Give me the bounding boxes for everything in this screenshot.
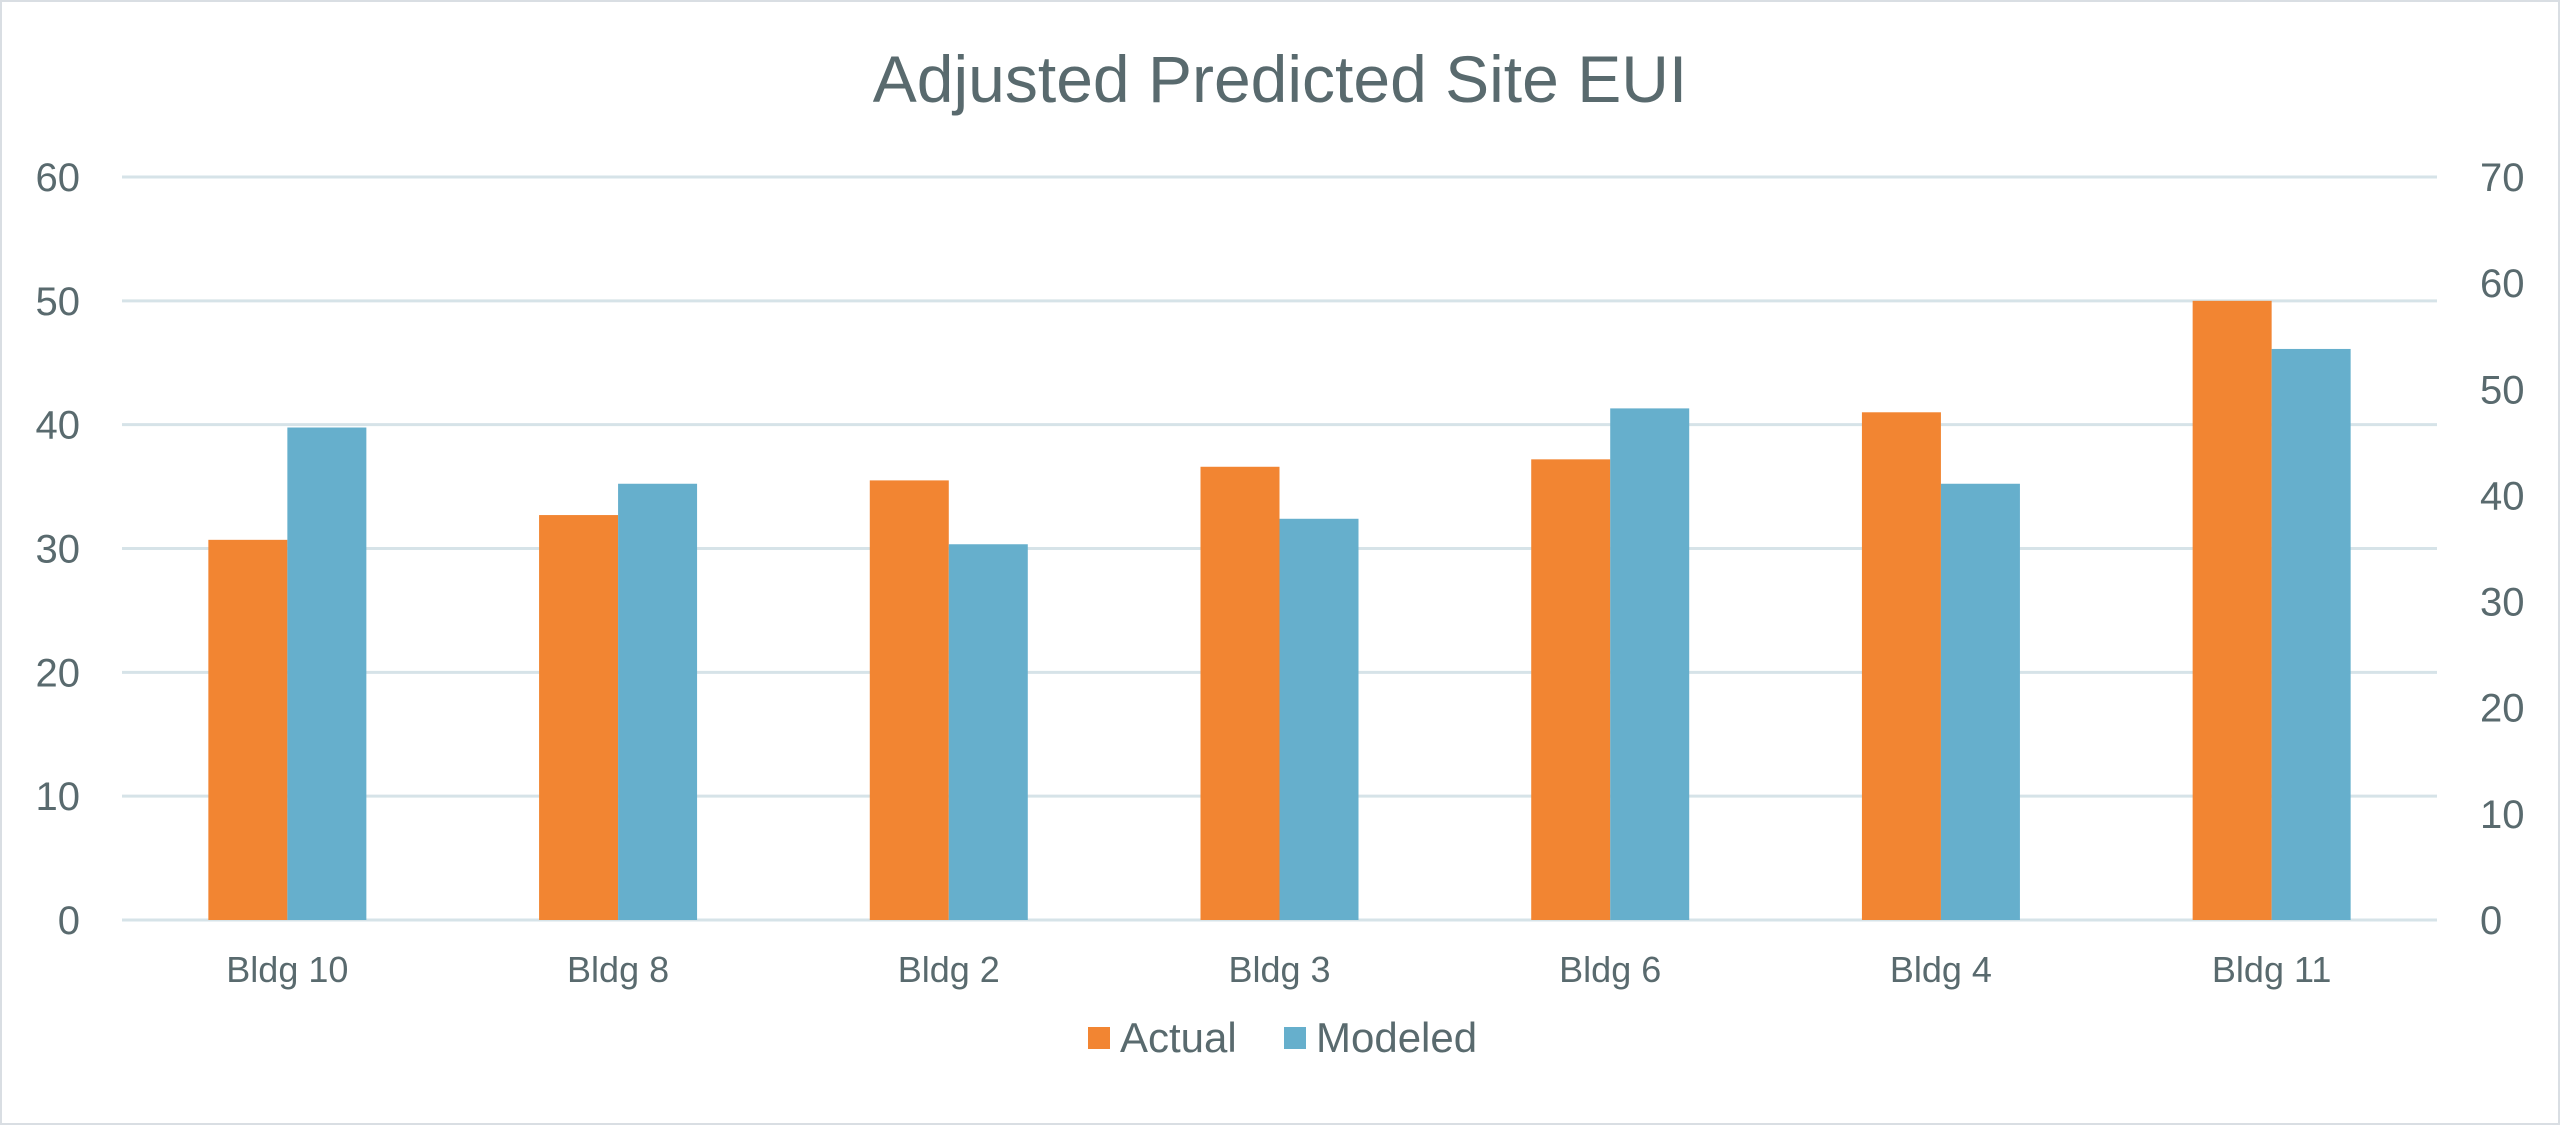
right-tick-label: 50: [2480, 368, 2525, 412]
right-tick-label: 10: [2480, 793, 2525, 837]
legend: Actual Modeled: [1088, 1014, 1477, 1061]
bar-modeled: [2271, 348, 2351, 920]
left-tick-label: 10: [36, 775, 81, 819]
category-label: Bldg 4: [1890, 949, 1992, 990]
legend-label-modeled: Modeled: [1316, 1014, 1477, 1061]
category-label: Bldg 8: [567, 949, 669, 990]
legend-swatch-actual: [1088, 1027, 1110, 1049]
category-label: Bldg 11: [2212, 949, 2331, 990]
right-tick-label: 40: [2480, 474, 2525, 518]
right-tick-label: 0: [2480, 899, 2502, 943]
left-tick-label: 30: [36, 528, 81, 572]
bar-actual: [208, 539, 288, 920]
bar-modeled: [1940, 483, 2020, 920]
left-tick-label: 60: [36, 156, 81, 200]
legend-label-actual: Actual: [1120, 1014, 1237, 1061]
category-label: Bldg 6: [1559, 949, 1661, 990]
bars: [208, 300, 2351, 920]
left-tick-label: 50: [36, 280, 81, 324]
category-axis: Bldg 10 Bldg 8 Bldg 2 Bldg 3 Bldg 6 Bldg 4 Bld…: [226, 949, 2331, 990]
bar-actual: [1861, 412, 1941, 920]
bar-actual: [869, 480, 949, 920]
right-tick-label: 70: [2480, 156, 2525, 200]
left-tick-label: 0: [58, 899, 80, 943]
category-label: Bldg 10: [226, 949, 348, 990]
right-tick-label: 20: [2480, 687, 2525, 731]
bar-actual: [2192, 300, 2272, 920]
left-axis: 0 10 20 30 40 50 60: [36, 156, 81, 943]
left-tick-label: 20: [36, 651, 81, 695]
bar-modeled: [1610, 408, 1690, 920]
bar-modeled: [948, 544, 1028, 920]
bar-actual: [1531, 459, 1611, 920]
category-label: Bldg 2: [898, 949, 1000, 990]
bar-modeled: [1279, 518, 1359, 920]
bar-modeled: [287, 427, 367, 920]
category-label: Bldg 3: [1228, 949, 1330, 990]
right-axis: 0 10 20 30 40 50 60 70: [2480, 156, 2525, 943]
right-tick-label: 30: [2480, 581, 2525, 625]
left-tick-label: 40: [36, 404, 81, 448]
right-tick-label: 60: [2480, 262, 2525, 306]
bar-actual: [539, 515, 619, 920]
bar-modeled: [618, 483, 698, 920]
chart-title: Adjusted Predicted Site EUI: [873, 42, 1687, 116]
bar-actual: [1200, 466, 1280, 920]
legend-swatch-modeled: [1284, 1027, 1306, 1049]
